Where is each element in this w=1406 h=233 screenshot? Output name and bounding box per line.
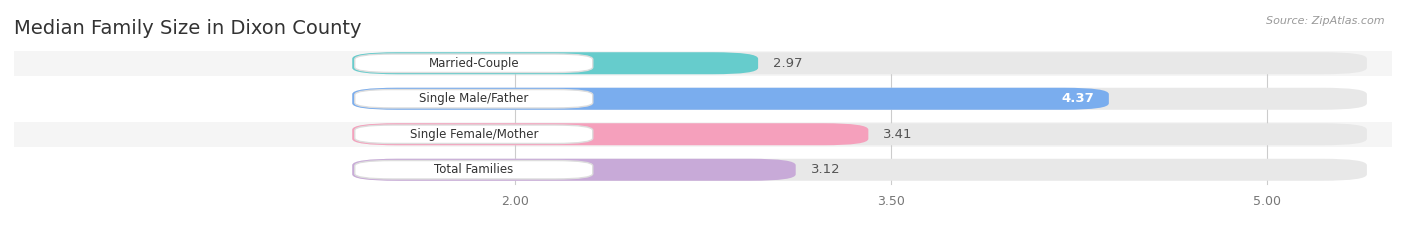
Text: Married-Couple: Married-Couple	[429, 57, 519, 70]
Text: Median Family Size in Dixon County: Median Family Size in Dixon County	[14, 19, 361, 38]
Text: 4.37: 4.37	[1062, 92, 1094, 105]
FancyBboxPatch shape	[353, 88, 1367, 110]
FancyBboxPatch shape	[353, 52, 758, 74]
FancyBboxPatch shape	[14, 157, 1392, 182]
FancyBboxPatch shape	[14, 86, 1392, 111]
Text: Single Male/Father: Single Male/Father	[419, 92, 529, 105]
Text: 3.12: 3.12	[811, 163, 841, 176]
Text: Total Families: Total Families	[434, 163, 513, 176]
FancyBboxPatch shape	[14, 51, 1392, 76]
FancyBboxPatch shape	[354, 54, 593, 72]
Text: Source: ZipAtlas.com: Source: ZipAtlas.com	[1267, 16, 1385, 26]
FancyBboxPatch shape	[354, 161, 593, 179]
FancyBboxPatch shape	[353, 123, 869, 145]
Text: 2.97: 2.97	[773, 57, 803, 70]
FancyBboxPatch shape	[353, 52, 1367, 74]
FancyBboxPatch shape	[354, 89, 593, 108]
FancyBboxPatch shape	[353, 159, 1367, 181]
FancyBboxPatch shape	[353, 159, 796, 181]
FancyBboxPatch shape	[14, 122, 1392, 147]
Text: Single Female/Mother: Single Female/Mother	[409, 128, 538, 141]
FancyBboxPatch shape	[353, 123, 1367, 145]
FancyBboxPatch shape	[353, 88, 1109, 110]
Text: 3.41: 3.41	[883, 128, 912, 141]
FancyBboxPatch shape	[354, 125, 593, 144]
